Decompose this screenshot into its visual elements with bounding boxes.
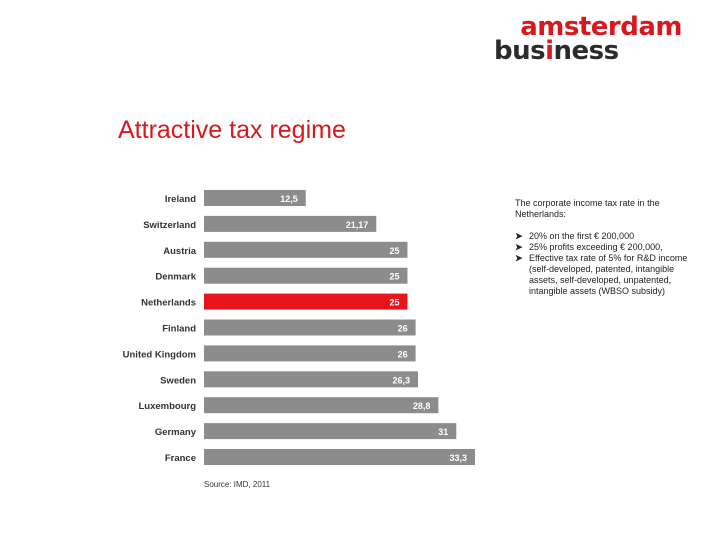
category-label: Netherlands [141, 298, 196, 309]
bar-austria [204, 241, 408, 258]
category-label: Ireland [165, 194, 196, 205]
tax-note-list: ➤ 20% on the first € 200,000 ➤ 25% profits… [515, 231, 690, 297]
bar-sweden [204, 371, 419, 388]
tax-note-intro: The corporate income tax rate in the Net… [515, 198, 660, 219]
bar-finland [204, 319, 416, 336]
tax-note-item: ➤ 20% on the first € 200,000 [515, 231, 690, 242]
category-label: Switzerland [143, 220, 196, 231]
category-label: Finland [162, 324, 196, 335]
value-label: 26 [398, 324, 408, 334]
logo-line-2-c: ness [553, 36, 620, 66]
bar-ireland [204, 190, 306, 206]
bar-germany [204, 423, 457, 440]
logo-line-2: business [494, 36, 619, 66]
arrow-bullet-icon: ➤ [515, 242, 523, 252]
tax-note-item: ➤ 25% profits exceeding € 200,000, [515, 242, 690, 253]
value-label: 26 [398, 349, 408, 359]
value-label: 21,17 [346, 220, 369, 230]
tax-note-item: ➤ Effective tax rate of 5% for R&D income… [515, 253, 690, 297]
tax-note-item-text: 20% on the first € 200,000 [529, 231, 635, 241]
category-label: Austria [163, 246, 196, 257]
value-label: 26,3 [393, 375, 411, 385]
source-note: Source: IMD, 2011 [204, 480, 271, 489]
arrow-bullet-icon: ➤ [515, 253, 523, 263]
logo-line-2-b: i [545, 36, 554, 66]
value-label: 33,3 [449, 453, 467, 463]
category-label: Denmark [155, 272, 196, 283]
category-label: Luxembourg [138, 401, 196, 412]
bar-luxembourg [204, 397, 439, 414]
bar-france [204, 449, 475, 465]
value-label: 31 [438, 427, 448, 437]
logo-line-1: amsterdam [520, 12, 682, 42]
value-label: 25 [389, 246, 399, 256]
tax-note-item-text: Effective tax rate of 5% for R&D income … [529, 253, 688, 296]
bar-netherlands [204, 293, 408, 310]
amsterdam-business-logo: amsterdam business [494, 12, 694, 66]
tax-note: The corporate income tax rate in the Net… [515, 198, 690, 297]
page-title: Attractive tax regime [118, 116, 346, 144]
logo-line-2-a: bus [494, 36, 546, 66]
category-label: United Kingdom [123, 349, 196, 360]
category-label: Germany [155, 427, 197, 438]
bar-switzerland [204, 215, 377, 232]
value-label: 25 [389, 298, 399, 308]
tax-note-item-text: 25% profits exceeding € 200,000, [529, 242, 663, 252]
value-label: 12,5 [280, 194, 298, 204]
category-label: France [165, 453, 196, 464]
arrow-bullet-icon: ➤ [515, 231, 523, 241]
category-label: Sweden [160, 375, 196, 386]
bar-united-kingdom [204, 345, 416, 362]
value-label: 28,8 [413, 401, 431, 411]
bar-denmark [204, 267, 408, 284]
value-label: 25 [389, 272, 399, 282]
